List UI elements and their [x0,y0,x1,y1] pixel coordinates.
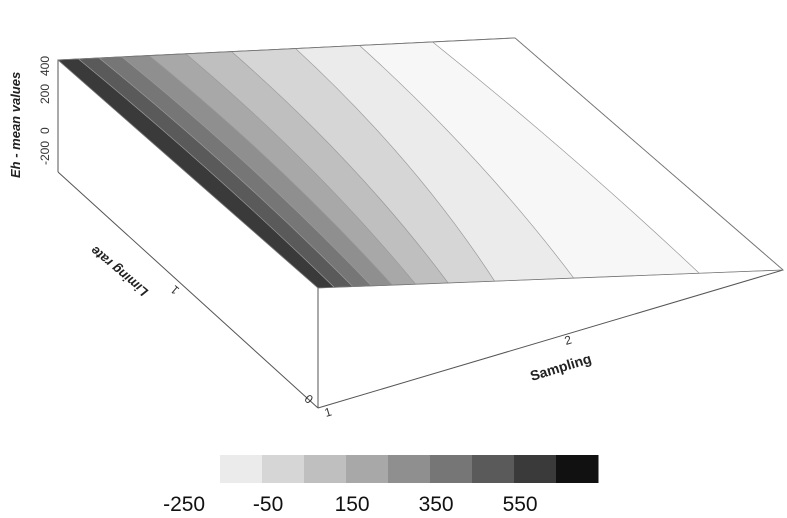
legend-swatch [430,455,473,483]
legend-swatch [556,455,599,483]
z-axis: 400 200 0 -200 Eh - mean values [8,56,52,178]
x-axis-title: Sampling [528,350,593,384]
color-legend: -250 -50 150 350 550 [163,455,599,516]
y-axis: Liming rate 1 0 [87,243,315,406]
x-axis: 1 2 Sampling [323,332,593,419]
y-tick-label: 1 [168,282,182,297]
legend-swatch [262,455,305,483]
legend-swatch [178,455,221,483]
surface-bands [56,37,785,289]
box-edge-bottom-front [317,269,784,409]
legend-label: 350 [419,493,454,516]
x-tick-label: 2 [563,332,574,347]
box-edge-bottom-left [57,171,319,409]
z-tick-label: 200 [38,84,52,104]
y-axis-title: Liming rate [87,243,150,300]
x-tick-label: 1 [323,404,334,419]
legend-swatch [472,455,515,483]
z-tick-label: -200 [38,141,52,165]
legend-label: -250 [163,493,205,516]
z-tick-label: 400 [38,56,52,76]
legend-swatch [514,455,557,483]
legend-swatch [388,455,431,483]
legend-swatch [220,455,263,483]
surface-outline [56,37,785,289]
legend-label: 550 [503,493,538,516]
legend-swatch [346,455,389,483]
z-tick-label: 0 [38,127,52,134]
legend-label: 150 [335,493,370,516]
z-axis-title: Eh - mean values [8,72,23,178]
legend-swatch [304,455,347,483]
legend-label: -50 [253,493,283,516]
